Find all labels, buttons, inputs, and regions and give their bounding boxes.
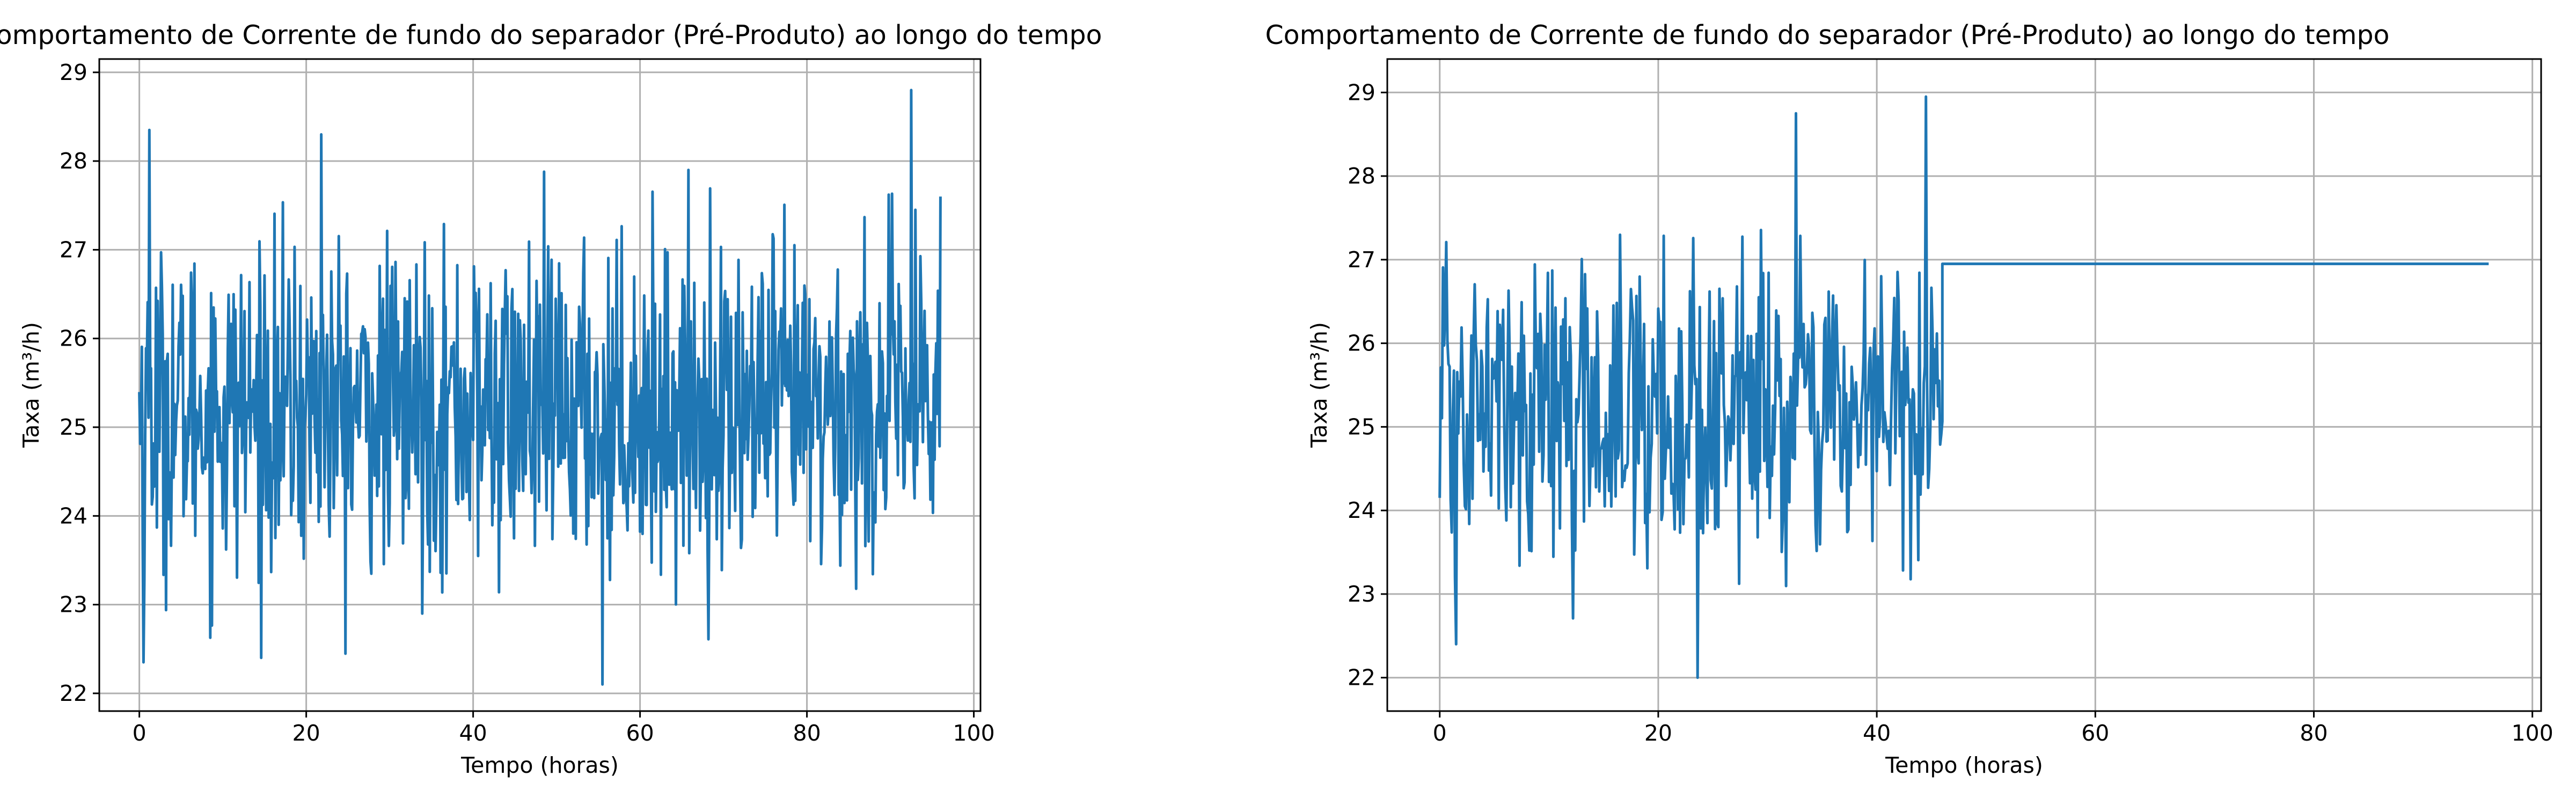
x-tick-label: 40 [1863,720,1891,746]
x-tick-label: 100 [953,720,994,746]
right-chart-ylabel: Taxa (m³/h) [1306,322,1332,448]
left-chart: Comportamento de Corrente de fundo do se… [0,20,1102,778]
y-tick-label: 23 [1348,581,1375,607]
y-tick-label: 25 [60,414,87,440]
y-tick-label: 27 [1348,247,1375,273]
left-chart-xlabel: Tempo (horas) [460,752,619,778]
left-chart-title: Comportamento de Corrente de fundo do se… [0,20,1102,50]
y-tick-label: 22 [60,680,87,706]
y-tick-label: 28 [1348,163,1375,189]
y-tick-label: 24 [60,503,87,529]
right-chart-grid [1387,59,2541,711]
x-tick-label: 60 [2081,720,2109,746]
y-tick-label: 29 [60,60,87,85]
x-tick-label: 20 [1644,720,1672,746]
left-chart-series-line [138,89,942,686]
right-chart-frame [1386,58,2542,712]
right-chart-xlabel: Tempo (horas) [1885,752,2043,778]
x-tick-label: 80 [793,720,821,746]
y-tick-label: 24 [1348,497,1375,523]
left-chart-ylabel: Taxa (m³/h) [18,322,44,448]
y-tick-label: 25 [1348,414,1375,440]
y-tick-label: 29 [1348,79,1375,105]
right-chart-ticks: 0 20 40 60 80 100 22 23 24 25 26 27 28 29 [1348,79,2553,746]
right-chart: Comportamento de Corrente de fundo do se… [1265,20,2553,778]
x-tick-label: 60 [626,720,654,746]
y-tick-label: 28 [60,148,87,174]
right-chart-series-line [1438,95,2489,679]
y-tick-label: 23 [60,592,87,618]
y-tick-label: 26 [1348,331,1375,356]
left-chart-frame [98,58,982,712]
x-tick-label: 100 [2512,720,2553,746]
x-tick-label: 80 [2300,720,2328,746]
x-tick-label: 40 [459,720,487,746]
right-chart-title: Comportamento de Corrente de fundo do se… [1265,20,2389,50]
x-tick-label: 0 [1433,720,1447,746]
x-tick-label: 0 [133,720,147,746]
y-tick-label: 26 [60,326,87,352]
left-chart-ticks: 0 20 40 60 80 100 22 23 24 25 26 27 28 29 [60,60,995,746]
x-tick-label: 20 [292,720,320,746]
y-tick-label: 22 [1348,665,1375,691]
y-tick-label: 27 [60,237,87,262]
